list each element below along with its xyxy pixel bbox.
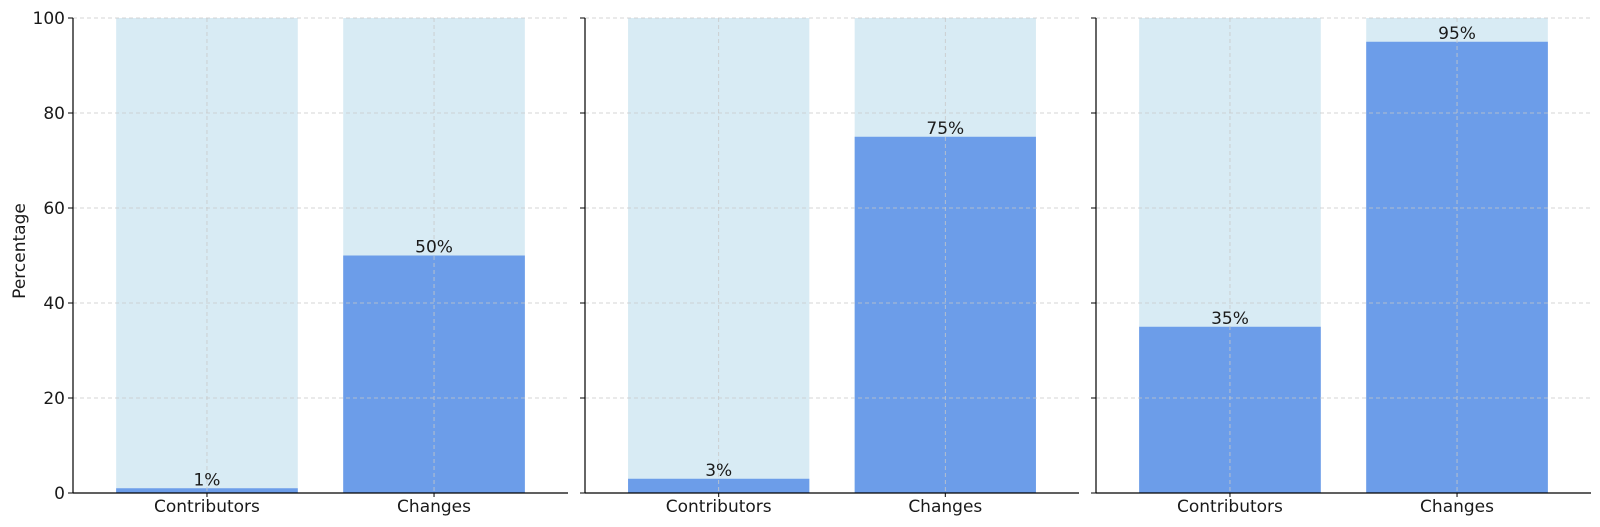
data-label: 75% — [926, 119, 964, 139]
x-tick-label: Changes — [1420, 497, 1494, 517]
data-label: 35% — [1211, 309, 1249, 329]
data-label: 1% — [193, 470, 220, 490]
data-label: 95% — [1438, 24, 1476, 44]
y-axis-title: Percentage — [10, 203, 30, 299]
x-tick-label: Contributors — [154, 497, 260, 517]
x-tick-label: Changes — [397, 497, 471, 517]
x-tick-label: Contributors — [1177, 497, 1283, 517]
data-label: 3% — [705, 461, 732, 481]
value-bar — [628, 478, 810, 493]
y-tick-label: 0 — [54, 484, 65, 504]
y-tick-label: 20 — [43, 389, 65, 409]
y-tick-label: 80 — [43, 104, 65, 124]
data-label: 50% — [415, 238, 453, 258]
x-tick-label: Contributors — [666, 497, 772, 517]
y-tick-label: 100 — [33, 9, 65, 29]
x-tick-label: Changes — [908, 497, 982, 517]
y-tick-label: 60 — [43, 199, 65, 219]
y-tick-label: 40 — [43, 294, 65, 314]
